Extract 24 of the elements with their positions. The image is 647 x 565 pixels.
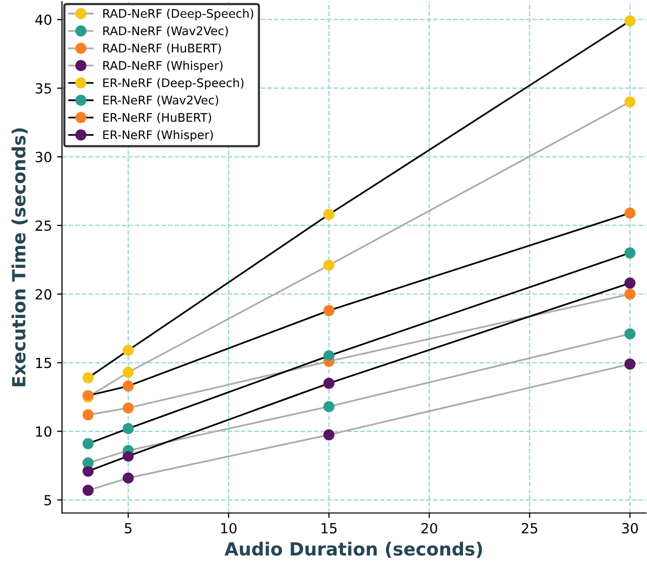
y-tick-label: 25: [36, 220, 52, 231]
y-axis-title: Execution Time (seconds): [12, 128, 28, 386]
x-tick-label: 5: [124, 523, 132, 534]
y-tick-label: 30: [36, 152, 52, 162]
y-tick-label: 10: [36, 426, 52, 437]
x-tick-label: 15: [322, 523, 337, 534]
x-axis-title: Audio Duration (seconds): [224, 542, 482, 558]
y-tick-label: 20: [36, 289, 52, 300]
y-tick-label: 35: [36, 83, 52, 94]
y-tick-label: 15: [36, 358, 52, 368]
legend-label: ER-NeRF (Wav2Vec): [103, 95, 218, 106]
legend-label: ER-NeRF (HuBERT): [103, 112, 212, 124]
y-tick-label: 5: [44, 495, 52, 506]
legend-label: RAD-NeRF (HuBERT): [103, 43, 221, 54]
legend-label: ER-NeRF (Deep-Speech): [103, 78, 244, 90]
legend-label: ER-NeRF (Whisper): [103, 130, 213, 142]
x-tick-label: 10: [221, 522, 236, 534]
legend-label: RAD-NeRF (Wav2Vec): [103, 26, 228, 37]
x-tick-label: 20: [421, 522, 438, 534]
y-tick-label: 40: [35, 14, 52, 26]
legend-label: RAD-NeRF (Whisper): [103, 60, 223, 72]
legend-label: RAD-NeRF (Deep-Speech): [103, 8, 254, 20]
x-tick-label: 30: [622, 522, 638, 534]
x-tick-label: 25: [522, 522, 538, 534]
